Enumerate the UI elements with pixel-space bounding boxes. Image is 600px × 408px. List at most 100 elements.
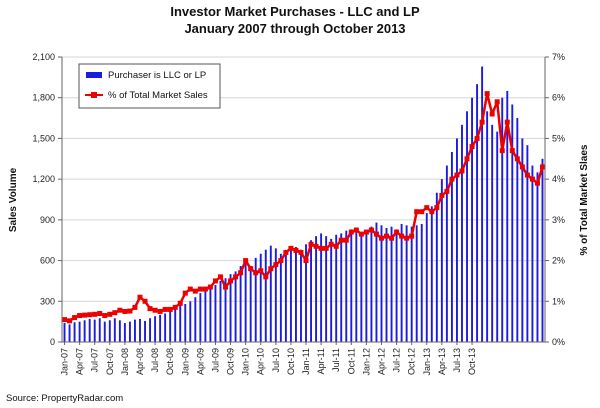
y-tick-label: 2,100	[32, 52, 55, 62]
x-tick-label: Oct-07	[105, 348, 115, 375]
pct-marker	[394, 229, 400, 235]
pct-marker	[87, 312, 93, 318]
pct-marker	[363, 229, 369, 235]
bar	[390, 226, 393, 342]
legend-box	[78, 63, 221, 109]
pct-marker	[228, 278, 234, 284]
pct-marker	[72, 315, 78, 321]
bar	[370, 226, 373, 342]
bar	[83, 320, 86, 342]
pct-marker	[318, 245, 324, 251]
pct-marker	[373, 231, 379, 237]
legend-label-bars: Purchaser is LLC or LP	[108, 70, 206, 81]
x-tick-label: Apr-08	[135, 348, 145, 375]
pct-marker	[177, 300, 183, 306]
bar	[521, 138, 524, 342]
pct-marker	[328, 241, 334, 247]
pct-marker	[313, 243, 319, 249]
bar	[360, 233, 363, 342]
pct-marker	[278, 258, 284, 264]
bar	[516, 118, 519, 342]
bar	[420, 223, 423, 342]
pct-marker	[389, 235, 395, 241]
x-tick-label: Jan-12	[361, 348, 371, 376]
bar	[269, 245, 272, 342]
pct-marker	[233, 274, 239, 280]
pct-marker	[429, 209, 435, 215]
y2-axis-title: % of Total Market Slaes	[579, 144, 590, 255]
axes	[61, 57, 546, 343]
x-tick-label: Apr-12	[376, 348, 386, 375]
y-tick-label: 1,200	[32, 174, 55, 184]
bar	[511, 104, 514, 342]
bar	[531, 165, 534, 342]
bar	[149, 318, 151, 342]
bar	[229, 274, 232, 342]
line-series-pct-market	[62, 91, 545, 324]
bar	[466, 111, 468, 342]
bar	[234, 271, 237, 342]
pct-marker	[197, 286, 203, 292]
bar	[224, 278, 227, 342]
pct-marker	[187, 286, 193, 292]
x-tick-label: Oct-13	[467, 348, 477, 375]
bar	[350, 229, 353, 342]
pct-marker	[258, 268, 264, 274]
pct-marker	[479, 119, 485, 125]
pct-marker	[409, 233, 415, 239]
bar	[496, 131, 499, 342]
pct-marker	[102, 313, 108, 319]
bar	[415, 225, 418, 342]
pct-marker	[474, 135, 480, 141]
bar	[184, 304, 187, 342]
bar	[385, 228, 388, 342]
y-tick-label: 900	[40, 215, 55, 225]
y2-tick-label: 2%	[552, 256, 565, 266]
bar	[445, 165, 448, 342]
x-tick-label: Oct-09	[226, 348, 236, 375]
y2-tick-label: 7%	[552, 52, 565, 62]
bar	[284, 252, 287, 342]
bar-series-llc-lp	[63, 66, 544, 343]
bar	[274, 248, 277, 342]
legend-label-line: % of Total Market Sales	[108, 90, 208, 101]
pct-marker	[263, 274, 269, 280]
bar	[78, 321, 81, 342]
pct-marker	[384, 233, 390, 239]
bar	[68, 324, 71, 342]
pct-marker	[459, 168, 465, 174]
x-tick-label: Apr-07	[75, 348, 85, 375]
bar	[88, 318, 91, 342]
legend-swatch-bars	[86, 72, 102, 78]
bar	[335, 234, 338, 342]
bar	[340, 233, 343, 342]
bar	[264, 249, 267, 342]
x-tick-label: Oct-08	[165, 348, 175, 375]
source-note: Source: PropertyRadar.com	[6, 393, 123, 404]
bar	[380, 225, 383, 342]
pct-marker	[127, 308, 133, 314]
bar	[154, 316, 157, 342]
bar	[506, 90, 509, 343]
pct-marker	[172, 304, 178, 310]
x-axis-ticks: Jan-07 Apr-07 Jul-07 Oct-07 Jan-08 Apr-08 Jul-…	[60, 342, 477, 376]
pct-marker	[92, 311, 98, 317]
pct-marker	[404, 235, 410, 241]
x-tick-label: Jul-09	[210, 348, 220, 373]
pct-marker	[524, 172, 530, 178]
pct-marker	[293, 247, 299, 253]
bar	[63, 323, 66, 342]
bar	[501, 97, 504, 343]
pct-marker	[368, 227, 374, 233]
pct-marker	[509, 148, 515, 154]
pct-marker	[207, 284, 213, 290]
x-tick-label: Jan-11	[301, 348, 311, 375]
bar	[435, 192, 438, 342]
x-tick-label: Jan-10	[241, 348, 251, 376]
bar	[128, 321, 131, 342]
x-tick-label: Apr-10	[256, 348, 266, 375]
bar	[425, 213, 428, 342]
pct-marker	[454, 172, 460, 178]
bar	[93, 319, 96, 342]
